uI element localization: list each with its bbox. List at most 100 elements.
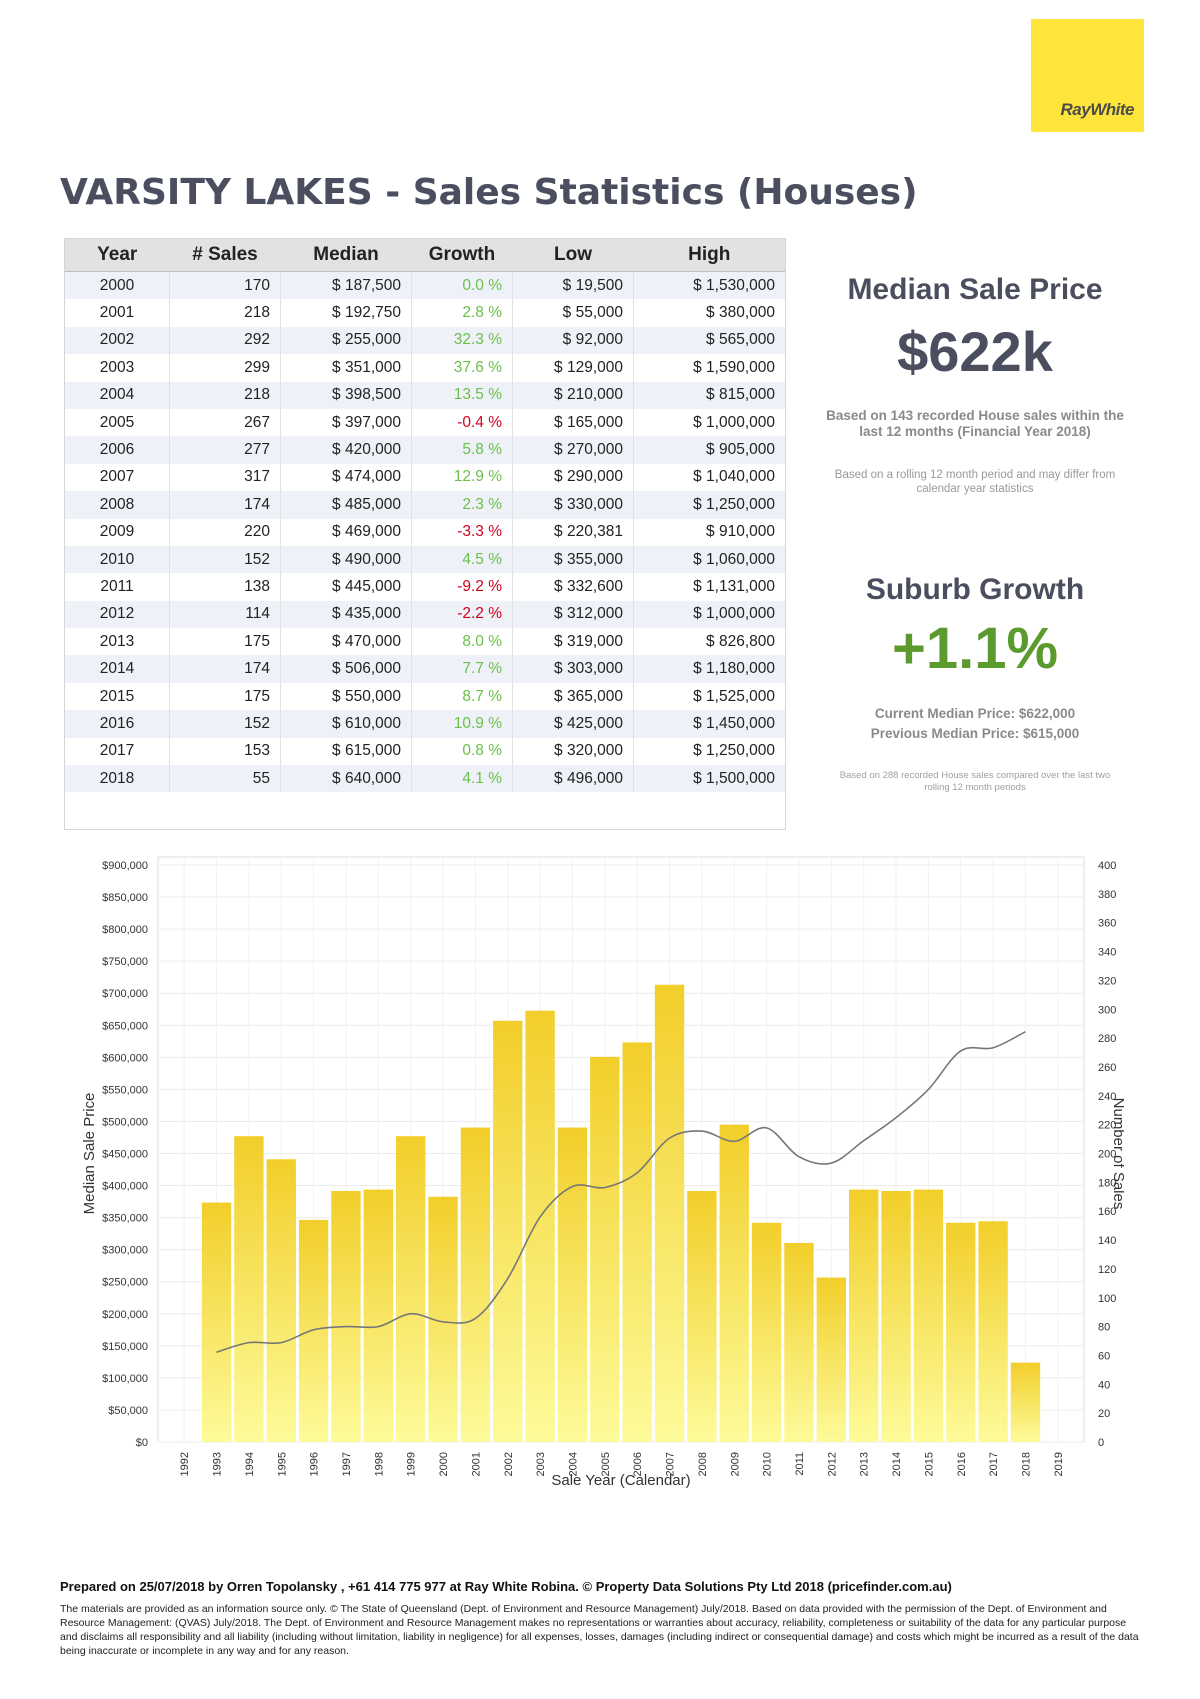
x-tick-label: 1997 (341, 1452, 353, 1476)
table-cell: 267 (169, 408, 281, 437)
table-row: 2014 174 $ 506,000 7.7 % $ 303,000 $ 1,180,00… (65, 655, 785, 683)
table-cell: $ 1,000,000 (633, 600, 785, 629)
table-cell: 4.1 % (411, 765, 513, 793)
y2-tick-label: 200 (1098, 1149, 1116, 1161)
bar (816, 1277, 846, 1442)
table-row: 2007 317 $ 474,000 12.9 % $ 290,000 $ 1,040,0… (65, 463, 785, 492)
table-cell: $ 905,000 (633, 436, 785, 464)
table-cell: 2009 (65, 518, 170, 546)
x-tick-label: 1998 (373, 1452, 385, 1476)
median-heading: Median Sale Price (847, 273, 1103, 306)
table-row: 2000 170 $ 187,500 0.0 % $ 19,500 $ 1,530,000 (65, 271, 785, 300)
y-tick-label: $0 (136, 1437, 148, 1449)
x-tick-label: 2005 (600, 1452, 612, 1476)
bar (622, 1042, 652, 1442)
table-row: 2011 138 $ 445,000 -9.2 % $ 332,600 $ 1,131,0… (65, 573, 785, 601)
table-row: 2017 153 $ 615,000 0.8 % $ 320,000 $ 1,250,00… (65, 737, 785, 766)
table-cell: $ 351,000 (280, 354, 412, 382)
table-cell: $ 1,131,000 (693, 577, 775, 595)
table-cell: 170 (169, 271, 281, 300)
table-cell: 2001 (65, 299, 170, 327)
x-tick-label: 2011 (794, 1452, 806, 1476)
table-cell: $ 445,000 (280, 573, 412, 601)
growth-note: Based on 288 recorded House sales compar… (839, 770, 1111, 793)
median-note-1: Based on 143 recorded House sales within… (826, 408, 1124, 439)
y2-tick-label: 160 (1098, 1206, 1116, 1218)
x-tick-label: 2016 (956, 1452, 968, 1476)
y2-tick-label: 140 (1098, 1235, 1116, 1247)
table-cell: 8.7 % (411, 682, 513, 711)
table-row: 2004 218 $ 398,500 13.5 % $ 210,000 $ 815,000 (65, 381, 785, 409)
table-cell: $ 92,000 (512, 326, 634, 355)
table-cell: $ 192,750 (280, 299, 412, 327)
y2-tick-label: 320 (1098, 975, 1116, 987)
bar (719, 1124, 749, 1442)
table-cell: $ 420,000 (280, 436, 412, 464)
table-cell: 299 (169, 354, 281, 382)
table-cell: $ 220,381 (512, 518, 634, 546)
bar (946, 1222, 976, 1442)
x-axis-label: Sale Year (Calendar) (551, 1472, 690, 1489)
bar (751, 1222, 782, 1442)
table-cell: $ 470,000 (280, 628, 412, 656)
bar (201, 1202, 232, 1442)
header-high: High (633, 239, 785, 272)
header-year: Year (65, 239, 170, 272)
y-tick-label: $400,000 (102, 1181, 148, 1193)
x-tick-label: 2019 (1053, 1452, 1065, 1476)
table-row: 2018 55 $ 640,000 4.1 % $ 496,000 $ 1,500,000 (65, 765, 785, 793)
page-title: VARSITY LAKES - Sales Statistics (Houses… (60, 172, 918, 213)
x-tick-label: 2004 (567, 1452, 579, 1476)
table-cell: 174 (169, 655, 281, 683)
table-cell: $ 506,000 (280, 655, 412, 683)
bar (266, 1159, 296, 1442)
y-tick-label: $450,000 (102, 1149, 148, 1161)
x-tick-label: 2008 (697, 1452, 709, 1476)
y-tick-label: $550,000 (102, 1084, 148, 1096)
y-tick-label: $800,000 (102, 924, 148, 936)
table-row: 2009 220 $ 469,000 -3.3 % $ 220,381 $ 910,000 (65, 518, 785, 546)
logo-text: RayWhite (1060, 100, 1135, 119)
sales-chart: $0 $50,000 $100,000 $150,000 $200,000 $250,00… (64, 845, 1127, 1495)
x-tick-label: 2013 (859, 1452, 871, 1476)
y-tick-label: $200,000 (102, 1309, 148, 1321)
median-price-line (216, 1030, 1026, 1354)
y-tick-label: $50,000 (108, 1405, 148, 1417)
y-tick-label: $150,000 (102, 1341, 148, 1353)
table-cell: 2007 (65, 463, 170, 492)
table-cell: 2010 (65, 545, 170, 574)
table-cell: 4.5 % (411, 545, 513, 574)
x-tick-label: 2003 (535, 1452, 547, 1476)
table-row: 2016 152 $ 610,000 10.9 % $ 425,000 $ 1,450,0… (65, 710, 785, 738)
table-cell: 2.8 % (411, 299, 513, 327)
table-cell: -0.4 % (411, 408, 513, 437)
median-value: $622k (897, 320, 1053, 383)
table-row: 2008 174 $ 485,000 2.3 % $ 330,000 $ 1,250,00… (65, 491, 785, 519)
table-cell: 2006 (65, 436, 170, 464)
bar (1010, 1362, 1041, 1442)
x-tick-label: 2001 (470, 1452, 482, 1476)
y2-tick-label: 400 (1098, 860, 1116, 872)
table-cell: 0.8 % (411, 737, 513, 766)
table-cell: 153 (169, 737, 281, 766)
table-cell: $ 270,000 (512, 436, 634, 464)
table-cell: 317 (169, 463, 281, 492)
table-cell: $ 425,000 (512, 710, 634, 738)
growth-value: +1.1% (891, 616, 1059, 681)
y-tick-label: $250,000 (102, 1277, 148, 1289)
table-cell: -2.2 % (411, 600, 513, 629)
table-cell: $ 910,000 (706, 523, 775, 541)
bar (978, 1221, 1008, 1442)
table-cell: $ 490,000 (280, 545, 412, 574)
table-cell: 2013 (65, 628, 170, 656)
header-low: Low (512, 239, 634, 272)
table-cell: $ 485,000 (280, 491, 412, 519)
table-row: 2015 175 $ 550,000 8.7 % $ 365,000 $ 1,525,00… (65, 682, 785, 711)
table-cell: $ 290,000 (512, 463, 634, 492)
y2-tick-label: 220 (1098, 1120, 1116, 1132)
table-cell: $ 320,000 (512, 737, 634, 766)
table-cell: 2000 (65, 271, 170, 300)
x-tick-label: 2007 (665, 1452, 677, 1476)
prepared-by: Prepared on 25/07/2018 by Orren Topolans… (60, 1579, 952, 1594)
y2-tick-label: 260 (1098, 1062, 1116, 1074)
